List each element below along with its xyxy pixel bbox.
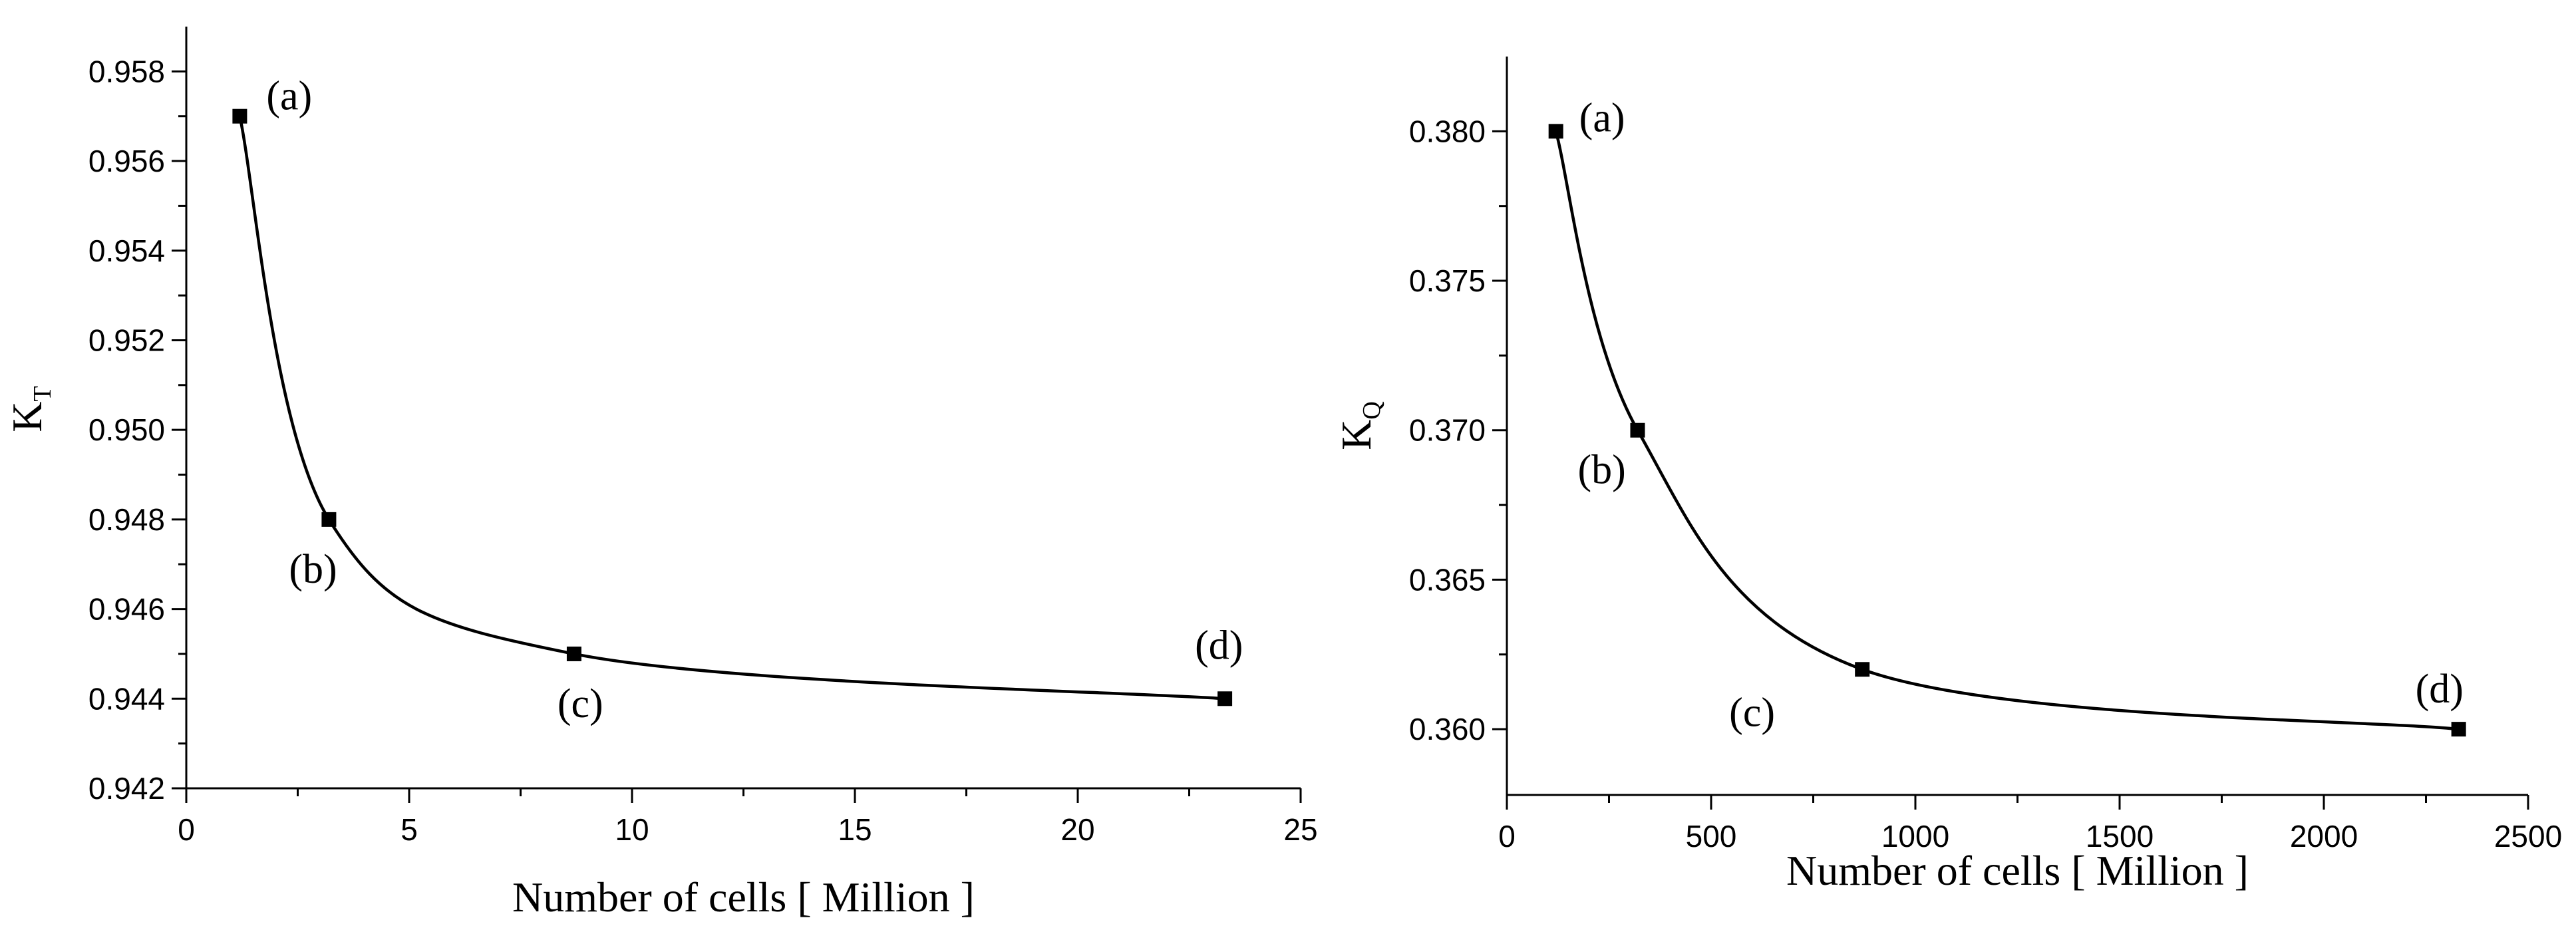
kt-x-tick-label: 0	[178, 812, 195, 847]
kq-point-label: (c)	[1729, 690, 1775, 735]
kt-y-tick-label: 0.946	[88, 592, 165, 627]
kq-x-tick-label: 500	[1686, 819, 1737, 853]
kt-y-tick-label: 0.956	[88, 144, 165, 178]
kt-y-tick-label: 0.954	[88, 233, 165, 268]
kq-x-axis-title: Number of cells [ Million ]	[1786, 847, 2249, 894]
kt-x-tick-label: 20	[1060, 812, 1094, 847]
chart-kt: 0 5 10 15 20 25 0.942 0.944 0.946 0.948 0.950 0.952…	[3, 27, 1318, 921]
kq-point-label: (b)	[1577, 448, 1625, 493]
kq-point-label: (a)	[1579, 95, 1625, 140]
kt-y-axis-title: KT	[3, 386, 57, 432]
kt-data-point	[566, 646, 581, 661]
kq-x-tick-label: 1500	[2086, 819, 2154, 853]
kt-y-tick-label: 0.952	[88, 323, 165, 357]
kt-y-tick-label: 0.950	[88, 412, 165, 447]
kt-data-point	[321, 512, 337, 527]
kq-y-tick-label: 0.370	[1409, 413, 1486, 448]
kt-x-tick-label: 25	[1283, 812, 1317, 847]
kq-data-point	[1548, 124, 1563, 139]
kq-y-tick-label: 0.365	[1409, 562, 1486, 597]
kq-x-tick-label: 1000	[1881, 819, 1949, 853]
kt-point-label: (b)	[289, 547, 337, 592]
kt-point-label: (d)	[1195, 623, 1243, 668]
kt-point-label: (a)	[266, 74, 312, 119]
kt-x-tick-label: 10	[615, 812, 649, 847]
kq-point-label: (d)	[2416, 667, 2464, 712]
kq-data-point	[1630, 422, 1645, 438]
kt-y-tick-label: 0.944	[88, 681, 165, 716]
kt-y-tick-label: 0.942	[88, 771, 165, 806]
kq-y-tick-label: 0.360	[1409, 712, 1486, 746]
kq-y-tick-label: 0.380	[1409, 114, 1486, 148]
kq-y-axis-title: KQ	[1333, 401, 1386, 450]
kt-data-point	[1217, 691, 1233, 706]
kt-x-tick-label: 15	[838, 812, 872, 847]
kq-x-tick-label: 2000	[2290, 819, 2358, 853]
kq-data-point	[1855, 662, 1870, 677]
kt-y-tick-label: 0.958	[88, 54, 165, 88]
chart-kq: 0 500 1000 1500 2000 2500 0.360 0.365 0.370 0.375…	[1333, 57, 2562, 894]
kt-point-label: (c)	[558, 681, 603, 726]
kt-x-axis-title: Number of cells [ Million ]	[512, 873, 975, 921]
kt-x-tick-label: 5	[401, 812, 418, 847]
kq-series-line	[1554, 130, 2459, 731]
kq-x-tick-label: 0	[1498, 819, 1516, 853]
kq-x-tick-label: 2500	[2494, 819, 2562, 853]
kq-data-point	[2451, 722, 2466, 737]
kt-y-tick-label: 0.948	[88, 502, 165, 537]
kt-data-point	[232, 108, 247, 124]
kq-y-tick-label: 0.375	[1409, 263, 1486, 298]
kt-series-line	[238, 116, 1225, 700]
